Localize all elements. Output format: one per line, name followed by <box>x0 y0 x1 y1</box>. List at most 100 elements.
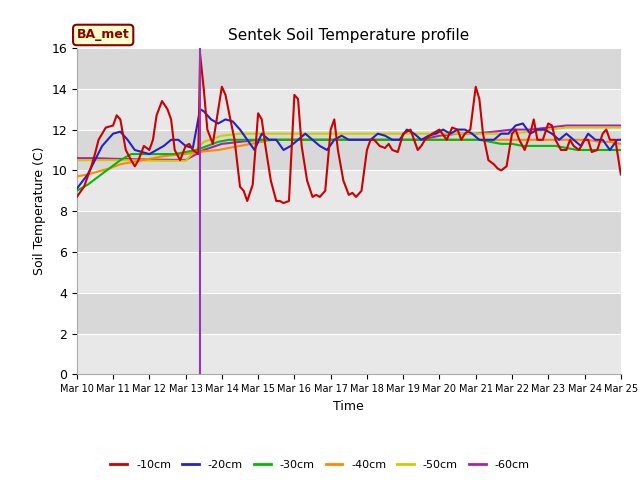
-40cm <box>247 141 255 147</box>
-50cm <box>345 131 353 136</box>
-30cm <box>617 147 625 153</box>
-60cm <box>490 129 498 134</box>
-60cm <box>436 133 444 139</box>
-30cm <box>443 137 451 143</box>
-20cm <box>367 137 374 143</box>
-30cm <box>193 147 200 153</box>
-50cm <box>508 131 516 136</box>
-20cm <box>131 147 139 153</box>
-40cm <box>269 137 276 143</box>
-50cm <box>381 131 389 136</box>
Y-axis label: Soil Temperature (C): Soil Temperature (C) <box>33 147 45 276</box>
-50cm <box>91 157 99 163</box>
-60cm <box>109 156 117 162</box>
Title: Sentek Soil Temperature profile: Sentek Soil Temperature profile <box>228 28 469 43</box>
-50cm <box>273 131 280 136</box>
-50cm <box>73 157 81 163</box>
-60cm <box>526 127 534 132</box>
-20cm <box>196 107 204 112</box>
-50cm <box>472 131 479 136</box>
-50cm <box>254 131 262 136</box>
-40cm <box>606 139 614 145</box>
Line: -50cm: -50cm <box>77 128 621 161</box>
-50cm <box>164 158 172 164</box>
Line: -40cm: -40cm <box>77 140 621 177</box>
Text: BA_met: BA_met <box>77 28 129 41</box>
-60cm <box>617 123 625 129</box>
-60cm <box>182 157 189 163</box>
-50cm <box>417 131 425 136</box>
Bar <box>77 130 621 170</box>
Bar <box>77 48 621 89</box>
-30cm <box>258 137 266 143</box>
Bar <box>77 170 621 211</box>
-60cm <box>254 137 262 143</box>
Bar <box>77 293 621 334</box>
-60cm <box>417 137 425 143</box>
-50cm <box>545 127 552 132</box>
-60cm <box>127 156 135 162</box>
-20cm <box>447 131 454 136</box>
Line: -60cm: -60cm <box>77 126 621 160</box>
-40cm <box>193 149 200 155</box>
-10cm <box>526 131 534 136</box>
-50cm <box>580 125 588 131</box>
-50cm <box>182 158 189 164</box>
-50cm <box>563 125 570 131</box>
Bar <box>77 211 621 252</box>
-60cm <box>508 127 516 132</box>
-30cm <box>225 137 233 143</box>
-40cm <box>73 174 81 180</box>
-40cm <box>617 141 625 147</box>
-50cm <box>327 131 335 136</box>
-60cm <box>308 137 316 143</box>
Line: -20cm: -20cm <box>77 109 621 189</box>
-50cm <box>109 157 117 163</box>
-60cm <box>200 147 207 153</box>
-40cm <box>476 137 483 143</box>
-10cm <box>584 137 592 143</box>
-60cm <box>291 137 298 143</box>
-60cm <box>73 156 81 161</box>
-50cm <box>617 125 625 131</box>
-60cm <box>399 137 407 143</box>
-60cm <box>545 125 552 131</box>
-30cm <box>247 137 255 143</box>
-10cm <box>262 143 269 149</box>
-10cm <box>196 51 204 57</box>
-50cm <box>363 131 371 136</box>
-40cm <box>236 143 244 149</box>
-50cm <box>127 157 135 163</box>
-50cm <box>308 131 316 136</box>
-10cm <box>414 147 422 153</box>
Bar <box>77 89 621 130</box>
-60cm <box>580 123 588 129</box>
-20cm <box>273 137 280 143</box>
-50cm <box>490 131 498 136</box>
-50cm <box>218 133 226 139</box>
-50cm <box>454 131 461 136</box>
-10cm <box>73 194 81 200</box>
-30cm <box>606 147 614 153</box>
-10cm <box>539 137 547 143</box>
-60cm <box>273 137 280 143</box>
-60cm <box>327 137 335 143</box>
-30cm <box>476 137 483 143</box>
-60cm <box>363 137 371 143</box>
Bar <box>77 334 621 374</box>
-50cm <box>145 158 153 164</box>
-10cm <box>617 172 625 178</box>
-10cm <box>454 127 461 132</box>
Legend: -10cm, -20cm, -30cm, -40cm, -50cm, -60cm: -10cm, -20cm, -30cm, -40cm, -50cm, -60cm <box>106 456 534 474</box>
-60cm <box>563 123 570 129</box>
-50cm <box>291 131 298 136</box>
-60cm <box>164 157 172 163</box>
-60cm <box>454 131 461 136</box>
-60cm <box>236 139 244 145</box>
-60cm <box>145 156 153 162</box>
-40cm <box>443 137 451 143</box>
-50cm <box>399 131 407 136</box>
-20cm <box>519 120 527 126</box>
Line: -30cm: -30cm <box>77 140 621 191</box>
X-axis label: Time: Time <box>333 400 364 413</box>
